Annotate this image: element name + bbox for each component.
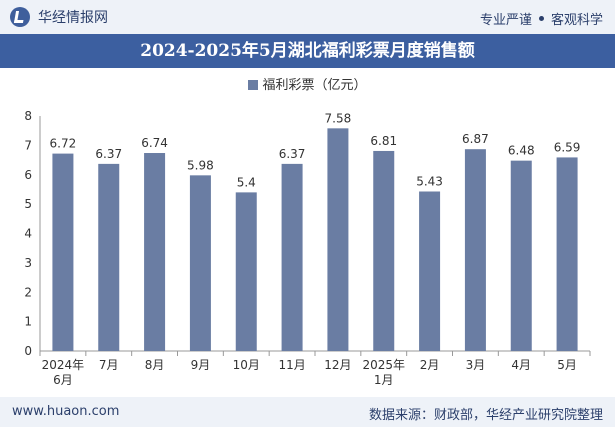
y-tick-label: 5 (24, 197, 32, 211)
x-tick-label: 9月 (191, 358, 211, 372)
x-tick-label: 4月 (511, 358, 531, 372)
x-tick-label-line: 3月 (466, 358, 486, 372)
bar (419, 191, 441, 351)
x-tick-label-line: 4月 (511, 358, 531, 372)
bar-chart: 0 1 2 3 4 5 6 7 8 6.72 2024年 6月 6.37 7月 6.74 8月 5.98 9月 5.… (24, 109, 591, 387)
bar (189, 175, 211, 351)
footer-url[interactable]: www.huaon.com (12, 404, 120, 419)
tagline-left: 专业严谨 (479, 13, 532, 28)
legend-swatch (248, 80, 259, 90)
data-label: 5.4 (237, 175, 256, 189)
y-tick-label: 2 (24, 285, 32, 299)
x-tick-label-line: 6月 (53, 373, 73, 387)
x-tick-label: 3月 (466, 358, 486, 372)
data-label: 6.37 (279, 147, 306, 161)
data-label: 6.59 (554, 140, 581, 154)
y-tick-label: 6 (24, 168, 32, 182)
x-tick-label: 2024年 6月 (42, 358, 85, 387)
bar (144, 153, 166, 351)
bar (98, 163, 120, 351)
x-tick-label: 8月 (145, 358, 165, 372)
footer: www.huaon.com 数据来源：财政部，华经产业研究院整理 (0, 397, 615, 427)
bar (235, 192, 257, 351)
x-tick-label-line: 2025年 (362, 358, 405, 372)
bar (464, 149, 486, 351)
x-tick-label: 7月 (99, 358, 119, 372)
x-tick-label-line: 11月 (278, 358, 305, 372)
top-bar: 华经情报网 专业严谨 客观科学 (0, 0, 615, 34)
brand-logo-icon (10, 7, 30, 27)
x-tick-label-line: 5月 (557, 358, 577, 372)
bar (510, 160, 532, 351)
x-tick-label-line: 10月 (233, 358, 260, 372)
data-label: 5.43 (416, 174, 443, 188)
bar (556, 157, 578, 351)
x-tick-label: 2025年 1月 (362, 358, 405, 387)
y-tick-label: 7 (24, 138, 32, 152)
chart-title: 2024-2025年5月湖北福利彩票月度销售额 (0, 34, 615, 68)
legend-label: 福利彩票（亿元） (262, 78, 367, 93)
data-label: 5.98 (187, 158, 214, 172)
y-tick-label: 1 (24, 315, 32, 329)
data-label: 6.72 (50, 137, 77, 151)
data-label: 6.48 (508, 144, 535, 158)
brand-name: 华经情报网 (38, 10, 108, 26)
x-tick-label: 10月 (233, 358, 260, 372)
data-label: 6.37 (95, 147, 122, 161)
bar (281, 163, 303, 351)
tagline-dot-icon (538, 16, 544, 21)
x-tick-label: 11月 (278, 358, 305, 372)
data-label: 6.87 (462, 132, 489, 146)
y-tick-label: 0 (24, 344, 32, 358)
bar (52, 153, 74, 351)
data-label: 6.74 (141, 136, 168, 150)
bar (327, 128, 349, 351)
x-tick-label-line: 7月 (99, 358, 119, 372)
x-tick-label-line: 2024年 (42, 358, 85, 372)
brand[interactable]: 华经情报网 (10, 7, 108, 27)
bar (373, 150, 395, 351)
x-tick-label: 2月 (420, 358, 440, 372)
tagline: 专业严谨 客观科学 (480, 9, 603, 28)
y-tick-label: 4 (24, 227, 32, 241)
x-tick-label-line: 8月 (145, 358, 165, 372)
data-label: 7.58 (325, 111, 352, 125)
footer-source: 数据来源：财政部，华经产业研究院整理 (368, 408, 603, 423)
x-tick-label: 12月 (324, 358, 351, 372)
x-tick-label-line: 1月 (374, 373, 394, 387)
data-label: 6.81 (370, 134, 397, 148)
tagline-right: 客观科学 (550, 13, 603, 28)
x-tick-label-line: 2月 (420, 358, 440, 372)
legend: 福利彩票（亿元） (0, 74, 615, 93)
y-tick-label: 3 (24, 256, 32, 270)
x-tick-label: 5月 (557, 358, 577, 372)
x-tick-label-line: 12月 (324, 358, 351, 372)
y-tick-label: 8 (24, 109, 32, 123)
x-tick-label-line: 9月 (191, 358, 211, 372)
